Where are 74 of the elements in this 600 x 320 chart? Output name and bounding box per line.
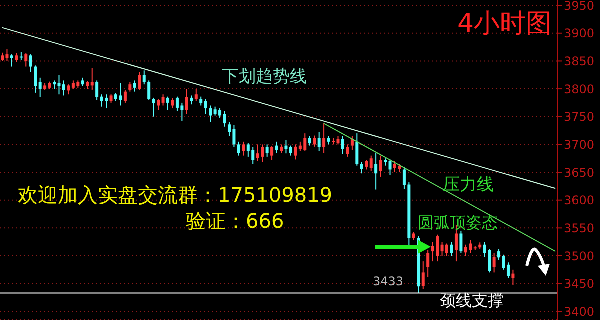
annotation: 压力线 (443, 175, 494, 195)
candlestick (237, 141, 240, 156)
candlestick (157, 98, 160, 111)
candlestick (96, 80, 99, 101)
candlestick (209, 105, 212, 123)
candlestick (90, 68, 94, 91)
candlestick (67, 84, 70, 96)
candlestick (284, 140, 288, 154)
candlestick (266, 144, 269, 158)
candlestick (152, 97, 156, 118)
candlestick (185, 88, 188, 115)
candlestick (379, 155, 382, 178)
candlestick (29, 54, 32, 73)
candlestick (426, 250, 430, 278)
candlestick (204, 98, 208, 115)
candlestick (341, 136, 344, 155)
y-tick-label: 3950 (564, 0, 595, 13)
candlestick (350, 136, 354, 151)
y-tick-label: 3850 (564, 54, 595, 68)
candlestick (142, 70, 146, 86)
y-tick-label: 3900 (564, 26, 595, 41)
candlestick (38, 77, 42, 98)
y-tick-label: 3550 (564, 221, 595, 236)
annotation: 颈线支撑 (440, 291, 504, 310)
candlestick (498, 248, 501, 261)
candlestick (388, 159, 392, 176)
candlestick (356, 133, 359, 166)
candlestick (422, 261, 425, 290)
candlestick (133, 80, 136, 92)
candlestick (318, 132, 321, 152)
candlestick (166, 96, 170, 111)
annotation: 欢迎加入实盘交流群：175109819 (18, 183, 333, 207)
candlestick (308, 136, 312, 146)
candlestick (10, 54, 14, 68)
y-tick-label: 3400 (564, 304, 595, 319)
candlestick (223, 110, 226, 128)
candlestick (148, 80, 151, 101)
annotation: 圆弧顶姿态 (418, 213, 498, 232)
annotation: 下划趋势线 (222, 67, 307, 87)
candlestick (289, 145, 292, 156)
candlestick (128, 82, 132, 92)
candlestick (346, 144, 350, 158)
candlestick (242, 141, 246, 156)
candlestick (194, 88, 198, 102)
chart-title: 4小时图 (457, 8, 552, 41)
candlestick (275, 141, 278, 154)
ref-line-label: 3433 (373, 274, 404, 288)
candlestick (374, 152, 378, 190)
y-tick-label: 3650 (564, 166, 595, 180)
candlestick (294, 144, 298, 160)
candlestick (34, 65, 38, 94)
candlestick (512, 269, 515, 286)
candlestick (171, 98, 174, 110)
y-tick-label: 3750 (564, 110, 595, 124)
candlestick (322, 123, 326, 154)
candlestick (62, 80, 66, 96)
y-tick-label: 3600 (564, 194, 595, 208)
y-tick-label: 3450 (564, 277, 595, 292)
candlestick (450, 242, 454, 256)
candlestick (24, 52, 28, 68)
y-tick-label: 3800 (564, 82, 595, 96)
candlestick (365, 160, 368, 170)
candlestick (162, 94, 165, 106)
candlestick (492, 252, 496, 274)
candlestick (138, 72, 142, 91)
candlestick (460, 230, 463, 254)
annotation: 验证：666 (186, 209, 284, 233)
candlestick (270, 146, 274, 161)
y-tick-label: 3700 (564, 138, 595, 152)
candlestick (360, 162, 364, 174)
candlestick (313, 135, 316, 148)
candlestick (124, 90, 127, 104)
y-tick-label: 3500 (564, 249, 595, 264)
candlestick (370, 155, 373, 172)
